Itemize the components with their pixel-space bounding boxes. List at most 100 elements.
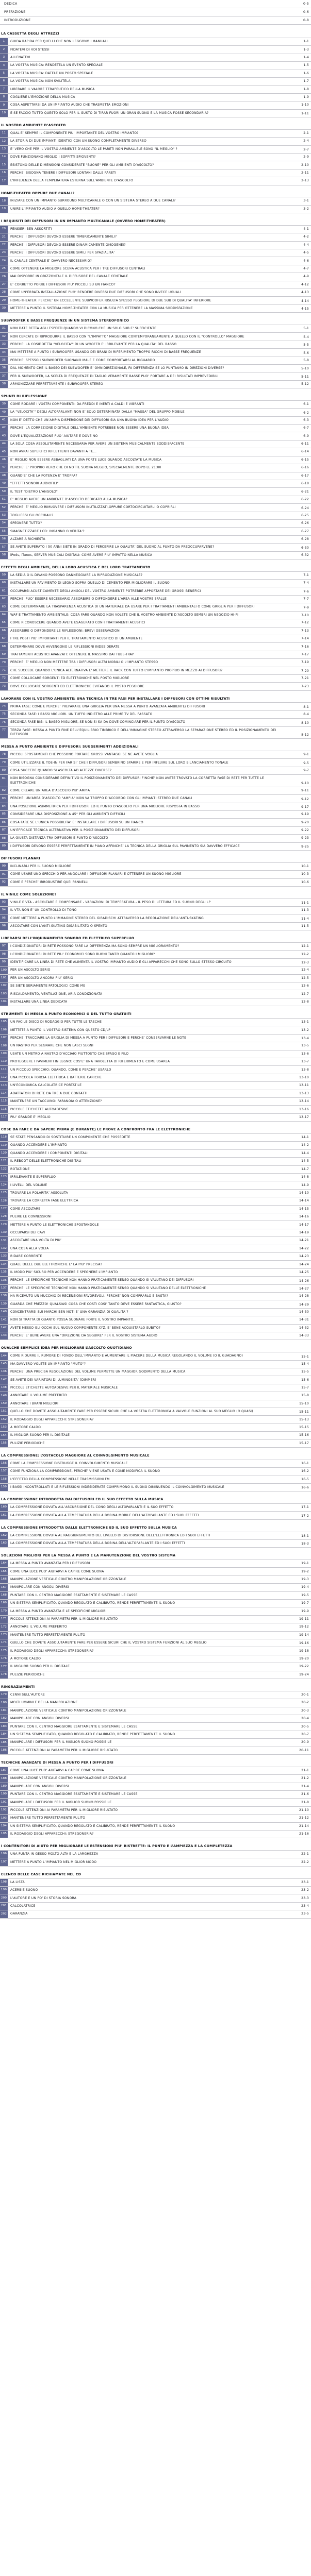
entry-title[interactable]: PULIRE LE CONNESSIONI (10, 1215, 52, 1219)
toc-entry-row[interactable]: 179 CENNI SULL’AUTORE 20-1 (0, 1691, 311, 1700)
toc-entry-row[interactable]: 99 IDENTIFICARE LA LINEA DI RETE CHE ALIM… (0, 958, 311, 967)
toc-entry-row[interactable]: 174 QUELLO CHE DOVETE ASSOLUTAMENTE FARE … (0, 1639, 311, 1648)
entry-title[interactable]: UN PICCOLO SPECCHIO: QUANDO, COME E PERC… (10, 1067, 111, 1072)
toc-entry-row[interactable]: 186 PICCOLE ATTENZIONI AI PARAMETRI PER I… (0, 1747, 311, 1755)
entry-title[interactable]: PERCHE’ I DIFFUSORI DEVONO ESSERE DINAMI… (10, 243, 126, 247)
entry-title[interactable]: RISCALDAMENTO, VENTILAZIONE, ARIA CONDIZ… (10, 992, 103, 996)
toc-entry-row[interactable]: 15 ESISTONO DELLE DIMENSIONI CONSIDERATE … (0, 161, 311, 170)
toc-entry-row[interactable]: 85 CONSIDERARE UNA DISPOSIZIONE A 45° PER… (0, 811, 311, 819)
toc-entry-row[interactable]: 177 IL MIGLIOR SUONO PER IL DIGITALE 19-22 (0, 1663, 311, 1671)
toc-entry-row[interactable]: 59 LA SEDIA O IL DIVANO POSSONO DANNEGGIA… (0, 571, 311, 580)
toc-entry-row[interactable]: 8 COGLIERE L’EMOZIONE DELLA MUSICA 1-9 (0, 93, 311, 102)
entry-title[interactable]: PERCHE’ SPESSO I SUBWOOFER SUONANO MALE … (10, 358, 155, 362)
toc-entry-row[interactable]: 181 MANIPOLAZIONE VERTICALE CONTRO MANIPO… (0, 1707, 311, 1715)
entry-title[interactable]: UN’ECONOMICA CALCOLATRICE PORTATILE (10, 1083, 82, 1088)
toc-entry-row[interactable]: 41 NON E’ DETTO CHE UN’AMPIA DISPERSIONE … (0, 416, 311, 425)
entry-title[interactable]: DOVE COLLOCARE SORGENTI ED ELETTRONICHE … (10, 684, 144, 688)
entry-title[interactable]: LA VOSTRA MUSICA: DATELE UN POSTO SPECIA… (10, 71, 93, 75)
toc-entry-row[interactable]: 28 COME UN’ERRATA INSTALLAZIONE PUO’ REND… (0, 289, 311, 297)
entry-title[interactable]: PER IL SUBWOOFER, LA SCELTA DI FREQUENZE… (10, 374, 219, 378)
toc-entry-row[interactable]: 53 TOGLIERSI GLI OCCHIALI? 6-25 (0, 512, 311, 520)
toc-entry-row[interactable]: 24 IL CANALE CENTRALE E’ DAVVERO NECESSAR… (0, 257, 311, 265)
toc-entry-row[interactable]: 201 CALCOLATRICE 23-4 (0, 1902, 311, 1911)
entry-title[interactable]: COGLIERE L’EMOZIONE DELLA MUSICA (10, 95, 75, 99)
toc-entry-row[interactable]: 42 PERCHE’ LA CORREZIONE DIGITALE DELL’AM… (0, 425, 311, 433)
entry-title[interactable]: I CONDIZIONATORI DI RETE PIU’ ECONOMICI … (10, 952, 155, 956)
entry-title[interactable]: IL RODAGGIO DEGLI APPARECCHI: STREGONERI… (10, 1649, 94, 1653)
toc-entry-row[interactable]: 89 I DIFFUSORI DEVONO ESSERE PERFETTAMENT… (0, 842, 311, 851)
entry-title[interactable]: UNA PUNTA IN GESSO MOLTO ALTA E LA LARGH… (10, 1852, 99, 1856)
toc-entry-row[interactable]: 35 PERCHE’ SPESSO I SUBWOOFER SUONANO MAL… (0, 357, 311, 365)
toc-entry-row[interactable]: 152 IL RODAGGIO DEGLI APPARECCHI: STREGON… (0, 1416, 311, 1424)
toc-entry-row[interactable]: 178 PULIZIE PERIODICHE 19-24 (0, 1671, 311, 1680)
entry-title[interactable]: L’AUTORE E UN PO’ DI STORIA SONORA (10, 1896, 77, 1900)
toc-entry-row[interactable]: 10 E SE FACCIO TUTTO QUESTO SOLO PER IL G… (0, 109, 311, 118)
entry-title[interactable]: LA COMPRESSIONE DOVUTA ALL’ASCURSIONE DE… (10, 1505, 174, 1510)
toc-entry-row[interactable]: 96 ASCOLTARE CON L’ANTI-SKATING DISABILIT… (0, 922, 311, 931)
toc-entry-row[interactable]: 39 COME RODARE I VOSTRI COMPONENTI: DA FR… (0, 400, 311, 409)
toc-entry-row[interactable]: 196 UNA PUNTA IN GESSO MOLTO ALTA E LA LA… (0, 1851, 311, 1859)
entry-title[interactable]: I CONDIZIONATORI DI RETE POSSONO FARE LA… (10, 944, 179, 948)
entry-title[interactable]: IL VTA NON E’ UN CONTROLLO DI TONO (10, 908, 77, 912)
entry-title[interactable]: QUALE DELLE DUE ELETTRONICHE E’ LA PIU’ … (10, 1262, 103, 1266)
entry-title[interactable]: ASCOLTARE UNA VOLTA DI PIU’ (10, 1239, 62, 1243)
toc-entry-row[interactable]: 37 PER IL SUBWOOFER, LA SCELTA DI FREQUEN… (0, 372, 311, 381)
entry-title[interactable]: LA COMPRESSIONE DOVUTA AL RAGGIUNGIMENTO… (10, 1533, 210, 1537)
toc-entry-row[interactable]: 165 COME UNA LUCE PUO’ AIUTARVI A CAPIRE … (0, 1568, 311, 1576)
toc-entry-row[interactable]: 167 MANIPOLARE CON ANGOLI DIVERSI 19-4 (0, 1584, 311, 1592)
toc-entry-row[interactable]: 130 OCCUPARSI DEI CAVI 14-19 (0, 1229, 311, 1238)
toc-entry-row[interactable]: 71 CHE SUCCEDE QUANDO L’UNICA ALTERNATIVA… (0, 667, 311, 675)
entry-title[interactable]: IL RODAGGIO DEGLI APPARECCHI: STREGONERI… (10, 1832, 94, 1836)
entry-title[interactable]: MANTENERE TUTTO PERFETTAMENTE PULITO (10, 1816, 86, 1820)
entry-title[interactable]: ASSORBIRE O DIFFONDERE LE RIFLESSIONI: B… (10, 629, 121, 633)
entry-title[interactable]: MANIPOLARE CON ANGOLI DIVERSI (10, 1717, 69, 1721)
toc-entry-row[interactable]: 47 PERCHE’ E’ PROPRIO VERO CHE DI NOTTE S… (0, 464, 311, 472)
toc-entry-row[interactable]: 156 COME LA COMPRESSIONE DISTRUGGE IL COI… (0, 1460, 311, 1468)
entry-title[interactable]: COME E PERCHE’ IRROBUSTIRE QUEI PANNELLI (10, 880, 89, 884)
toc-entry-row[interactable]: 171 PICCOLE ATTENZIONI AI PARAMETRI PER I… (0, 1615, 311, 1624)
entry-title[interactable]: UN SISTEMA SEMPLIFICATO, QUANDO REGOLATO… (10, 1601, 175, 1605)
entry-title[interactable]: COME RICONOSCERE QUANDO AVETE ESAGERATO … (10, 621, 145, 625)
entry-title[interactable]: IL RODAGGIO DEGLI APPARECCHI: STREGONERI… (10, 1417, 94, 1421)
entry-title[interactable]: LA GIUSTA DISTANZA TRA DIFFUSORI E PUNTO… (10, 836, 108, 840)
toc-entry-row[interactable]: 40 LA "VELOCITA’" DEGLI ALTOPARLANTI NON … (0, 409, 311, 417)
entry-title[interactable]: E SE FACCIO TUTTO QUESTO SOLO PER IL GUS… (10, 111, 209, 115)
entry-title[interactable]: LA MESSA A PUNTO AVANZATA E LE SPECIFICH… (10, 1609, 107, 1613)
toc-entry-row[interactable]: 55 SMAGNETIZZARE I CD: INGANNO O VERITA’?… (0, 528, 311, 536)
toc-entry-row[interactable]: 3 ALLENATEVI 1-4 (0, 54, 311, 62)
entry-title[interactable]: PICCOLI SPOSTAMENTI CHE POSSONO PORTARE … (10, 753, 158, 757)
toc-entry-row[interactable]: 81 NON BISOGNA CONSIDERARE DEFINITIVO IL … (0, 775, 311, 787)
entry-title[interactable]: COME OTTENERE LA MIGLIORE SCENA ACUSTICA… (10, 266, 145, 270)
entry-title[interactable]: CALCOLATRICE (10, 1904, 36, 1908)
toc-entry-row[interactable]: 86 COSA FARE SE L’UNICA POSSIBILITA’ E’ I… (0, 819, 311, 827)
toc-entry-row[interactable]: 19 UNIRE L’IMPIANTO AUDIO A QUELLO HOME-T… (0, 205, 311, 214)
toc-entry-row[interactable]: 136 PERCHE’ LE SPECIFICHE TECNICHE NON HA… (0, 1277, 311, 1285)
entry-title[interactable]: LIBERARE IL VALORE TERAPEUTICO DELLA MUS… (10, 87, 95, 91)
toc-entry-row[interactable]: 200 L’AUTORE E UN PO’ DI STORIA SONORA 23-… (0, 1894, 311, 1903)
toc-entry-row[interactable]: 133 RIDARE CORRENTE 14-23 (0, 1252, 311, 1261)
toc-entry-row[interactable]: 27 E’ CORRETTO PORRE I DIFFUSORI PIU’ PIC… (0, 281, 311, 289)
toc-entry-row[interactable]: 148 PICCOLE ETICHETTE AUTOADESIVE PER IL … (0, 1384, 311, 1393)
toc-entry-row[interactable]: 180 MOLTI UOMINI E DELLA MANIPOLAZIONE 20-… (0, 1699, 311, 1707)
toc-entry-row[interactable]: 147 SE AVETE DEI VARIATORI DI LUMINOSITA’… (0, 1376, 311, 1384)
entry-title[interactable]: SE STATE PENSANDO DI SOSTITUIRE UN COMPO… (10, 1136, 130, 1140)
toc-entry-row[interactable]: 140 CONCENTRARSI SUI MARCHI BEN NOTI E’ U… (0, 1308, 311, 1317)
toc-entry-row[interactable]: 151 QUELLO CHE DOVETE ASSOLUTAMENTE FARE … (0, 1408, 311, 1416)
toc-entry-row[interactable]: 109 USATE UN METRO A NASTRO D’ACCIAIO PIU… (0, 1050, 311, 1058)
toc-entry-row[interactable]: 14 DOVE FUNZIONANO MEGLIO I SOFFITTI SPIO… (0, 153, 311, 162)
entry-title[interactable]: PERCHE’ LA COSIDDETTA "VELOCITA’" DI UN … (10, 342, 177, 346)
entry-title[interactable]: LA STORIA DI DUE IMPIANTI IDENTICI CON U… (10, 139, 146, 143)
entry-title[interactable]: UN’EFFICACE TECNICA ALTERNATIVA PER IL P… (10, 828, 140, 833)
entry-title[interactable]: ANNOTARE IL VOLUME PREFERITO (10, 1625, 67, 1629)
toc-entry-row[interactable]: 125 TROVARE LA POLARITA’ ASSOLUTA 14-10 (0, 1189, 311, 1198)
toc-entry-row[interactable]: 191 MANIPOLARE I DIFFUSORI PER IL MIGLIOR… (0, 1799, 311, 1807)
toc-entry-row[interactable]: 154 IL MIGLIOR SUONO PER IL DIGITALE 15-16 (0, 1432, 311, 1440)
entry-title[interactable]: QUANDO ACCENDERE I COMPONENTI DIGITALI (10, 1151, 88, 1155)
toc-entry-row[interactable]: 128 PULIRE LE CONNESSIONI 14-16 (0, 1213, 311, 1222)
toc-entry-row[interactable]: 57 SE AVETE SUPERATO I 50 ANNI SIETE IN G… (0, 544, 311, 552)
entry-title[interactable]: PUNTARE CON IL CENTRO MAGGIORE ESATTAMEN… (10, 1792, 138, 1797)
entry-title[interactable]: IL MIGLIOR SUONO PER IL DIGITALE (10, 1665, 70, 1669)
entry-title[interactable]: COME COLLOCARE SORGENTI ED ELETTRONICHE … (10, 676, 129, 681)
entry-title[interactable]: OCCUPARSI DEI CAVI (10, 1230, 45, 1234)
toc-entry-row[interactable]: 2 FIDATEVI DI VOI STESSI 1-3 (0, 46, 311, 54)
